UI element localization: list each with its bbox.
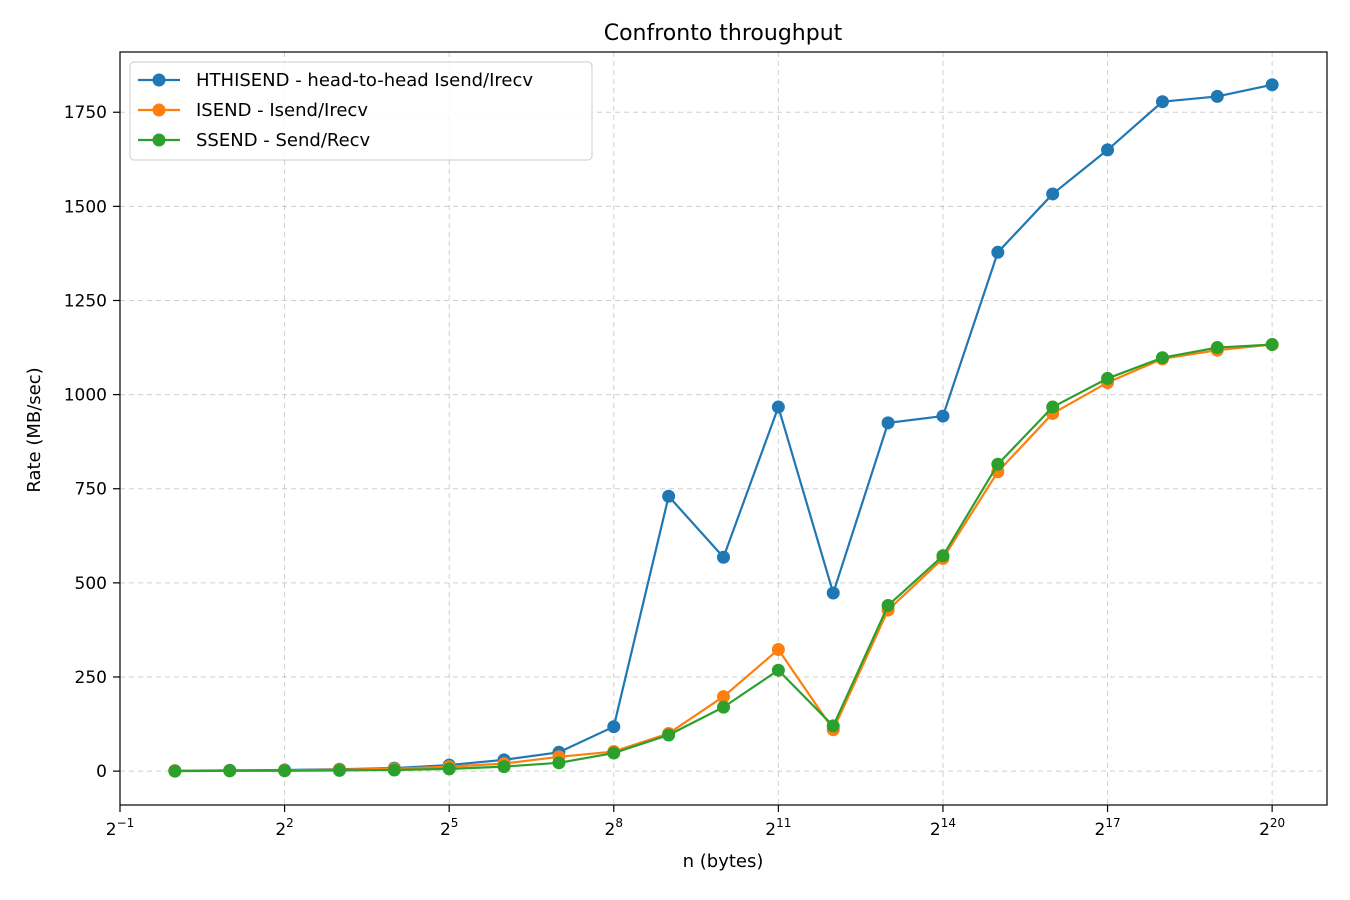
data-point <box>717 690 730 704</box>
data-point <box>771 663 785 677</box>
data-point <box>1046 187 1060 201</box>
data-point <box>881 416 895 430</box>
data-point <box>1265 338 1279 352</box>
data-point <box>717 700 730 714</box>
data-point <box>991 457 1005 471</box>
plot-frame <box>119 51 1328 806</box>
legend: HTHISEND - head-to-head Isend/Irecv ISEND… <box>129 61 593 161</box>
x-tick-label: 28 <box>605 816 623 840</box>
x-tick-label: 217 <box>1094 816 1120 840</box>
data-point <box>1046 400 1060 414</box>
y-tick-label: 1500 <box>64 197 107 217</box>
legend-label: HTHISEND - head-to-head Isend/Irecv <box>196 70 533 91</box>
y-tick-label: 250 <box>75 668 107 688</box>
data-point <box>1210 89 1224 103</box>
series-0 <box>168 78 1279 778</box>
data-point <box>826 586 840 600</box>
x-axis: 2−1 22 25 28 211 214 217 220 <box>106 805 1285 840</box>
x-tick-label: 214 <box>930 816 956 840</box>
data-point <box>936 409 950 423</box>
x-tick-label: 22 <box>275 816 293 840</box>
data-point <box>223 764 237 778</box>
data-point <box>442 762 456 776</box>
data-point <box>771 643 785 657</box>
data-point <box>497 760 511 774</box>
x-tick-label: 2−1 <box>106 816 135 840</box>
data-point <box>168 764 182 778</box>
legend-box <box>129 61 593 161</box>
y-tick-label: 500 <box>75 574 107 594</box>
data-point <box>936 549 950 563</box>
y-tick-label: 1750 <box>64 103 107 123</box>
data-point <box>1101 371 1115 385</box>
legend-swatch-marker <box>152 73 166 87</box>
data-point <box>771 400 785 414</box>
x-axis-label: n (bytes) <box>683 851 764 872</box>
x-tick-label: 220 <box>1259 816 1285 840</box>
series-layer <box>168 78 1279 778</box>
y-tick-label: 1250 <box>64 291 107 311</box>
x-tick-label: 211 <box>765 816 791 840</box>
series-2 <box>168 338 1279 778</box>
data-point <box>881 598 895 612</box>
data-point <box>1265 78 1279 92</box>
y-tick-label: 1000 <box>64 386 107 406</box>
data-point <box>826 719 840 733</box>
data-point <box>387 763 401 777</box>
data-point <box>607 720 621 734</box>
chart-title: Confronto throughput <box>604 21 843 46</box>
legend-label: ISEND - Isend/Irecv <box>196 100 368 121</box>
data-point <box>1101 143 1115 157</box>
y-axis: 0 250 500 750 1000 1250 1500 1750 <box>64 103 120 782</box>
y-tick-label: 0 <box>96 762 107 782</box>
data-point <box>552 756 566 770</box>
data-point <box>332 763 346 777</box>
legend-label: SSEND - Send/Recv <box>196 130 371 151</box>
x-tick-label: 25 <box>440 816 458 840</box>
data-point <box>1210 341 1224 355</box>
legend-swatch-marker <box>152 103 166 117</box>
legend-swatch-marker <box>152 133 166 147</box>
data-point <box>278 764 292 778</box>
data-point <box>1155 95 1169 109</box>
y-axis-label: Rate (MB/sec) <box>24 367 45 492</box>
data-point <box>607 746 621 760</box>
data-point <box>991 245 1005 259</box>
y-tick-label: 750 <box>75 480 107 500</box>
data-point <box>662 489 676 503</box>
data-point <box>1155 351 1169 365</box>
data-point <box>717 550 730 564</box>
grid-layer <box>120 52 1327 805</box>
data-point <box>662 728 676 742</box>
